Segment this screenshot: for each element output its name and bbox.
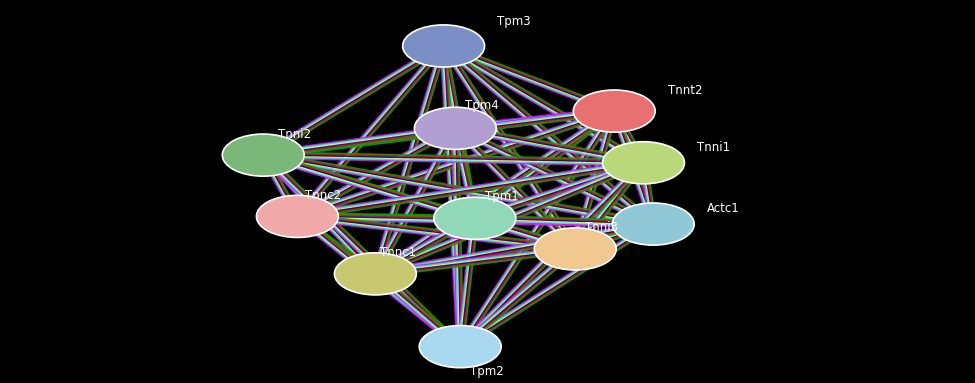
Text: Tnni1: Tnni1 xyxy=(697,141,730,154)
Ellipse shape xyxy=(419,326,501,368)
Text: Tnnt2: Tnnt2 xyxy=(668,83,702,97)
Text: Tpm1: Tpm1 xyxy=(485,190,519,203)
Ellipse shape xyxy=(256,195,338,237)
Text: Tpm4: Tpm4 xyxy=(465,99,499,112)
Ellipse shape xyxy=(573,90,655,132)
Text: Tnni2: Tnni2 xyxy=(278,128,311,141)
Ellipse shape xyxy=(534,228,616,270)
Text: Actc1: Actc1 xyxy=(707,202,740,215)
Ellipse shape xyxy=(612,203,694,245)
Ellipse shape xyxy=(603,142,684,184)
Ellipse shape xyxy=(434,197,516,239)
Ellipse shape xyxy=(334,253,416,295)
Ellipse shape xyxy=(403,25,485,67)
Text: Tnni3: Tnni3 xyxy=(585,221,618,234)
Text: Tnnc2: Tnnc2 xyxy=(305,189,341,202)
Ellipse shape xyxy=(414,107,496,149)
Text: Tnnc1: Tnnc1 xyxy=(380,246,416,259)
Ellipse shape xyxy=(222,134,304,176)
Text: Tpm2: Tpm2 xyxy=(470,365,504,378)
Text: Tpm3: Tpm3 xyxy=(497,15,530,28)
